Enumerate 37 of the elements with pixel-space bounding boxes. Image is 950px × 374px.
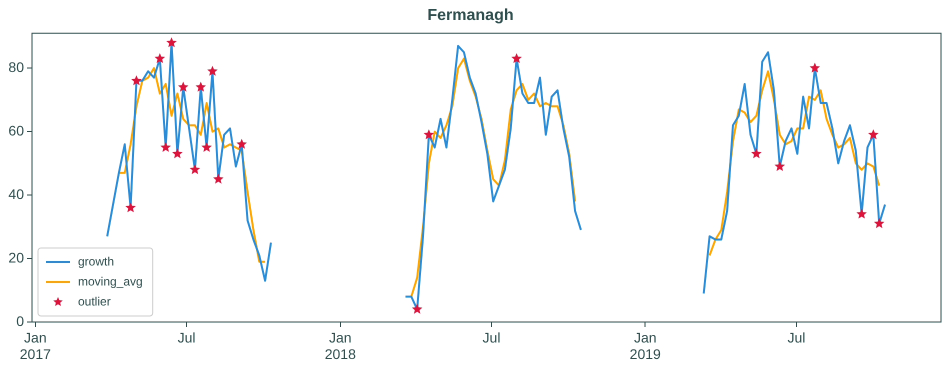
y-tick-label: 20 bbox=[8, 249, 24, 266]
point bbox=[868, 129, 879, 140]
point bbox=[774, 160, 785, 171]
x-tick-label: Jan 2018 bbox=[324, 329, 356, 362]
chart-title: Fermanagh bbox=[427, 7, 514, 24]
point bbox=[160, 142, 171, 152]
y-tick-label: 80 bbox=[8, 58, 24, 75]
point bbox=[131, 75, 142, 86]
point bbox=[511, 53, 522, 64]
x-tick-label: Jul bbox=[788, 329, 806, 346]
point bbox=[196, 82, 206, 92]
point bbox=[201, 142, 212, 152]
legend-label: outlier bbox=[78, 294, 111, 308]
point bbox=[856, 208, 867, 219]
x-tick-label: Jan 2017 bbox=[20, 329, 52, 362]
x-tick-label: Jul bbox=[482, 329, 500, 346]
point bbox=[810, 62, 820, 73]
point bbox=[166, 37, 177, 48]
point bbox=[424, 129, 434, 140]
y-tick-label: 60 bbox=[8, 122, 24, 138]
legend-label: growth bbox=[78, 254, 114, 268]
y-tick-label: 0 bbox=[16, 312, 24, 329]
point bbox=[236, 138, 247, 149]
point bbox=[154, 53, 166, 64]
point bbox=[125, 202, 136, 212]
point bbox=[207, 66, 218, 76]
point bbox=[412, 304, 422, 314]
legend-label: moving_avg bbox=[78, 274, 143, 288]
point bbox=[190, 164, 200, 174]
y-tick-label: 40 bbox=[8, 186, 24, 202]
point bbox=[213, 174, 224, 184]
point bbox=[172, 148, 183, 158]
x-tick-label: Jul bbox=[178, 329, 196, 346]
point bbox=[751, 148, 762, 158]
point bbox=[874, 218, 884, 228]
x-tick-label: Jan 2019 bbox=[630, 329, 662, 362]
point bbox=[178, 82, 188, 92]
